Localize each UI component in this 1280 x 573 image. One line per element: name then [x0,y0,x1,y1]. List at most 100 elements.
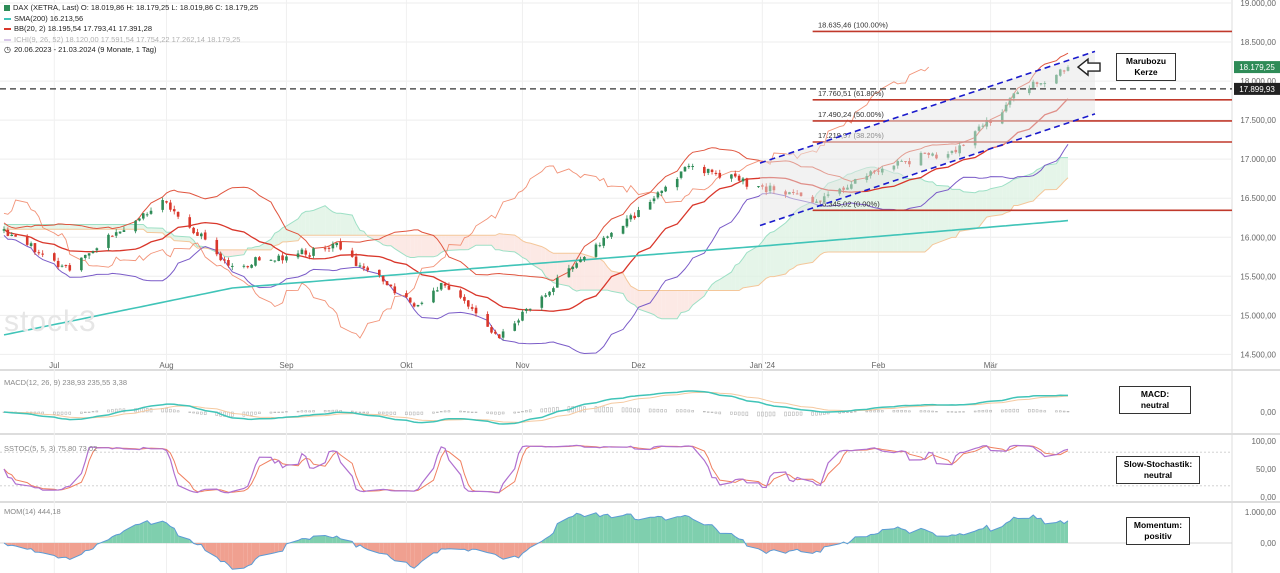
mom-segment [278,543,283,552]
cloud-segment [394,235,407,257]
cloud-segment [352,215,357,236]
channel-fill [760,51,1095,226]
macd-bar [1008,409,1012,413]
cloud-segment [65,224,70,230]
candle-body [463,296,466,301]
mom-segment [599,514,604,543]
cloud-segment [313,205,326,236]
mom-segment [313,535,326,543]
candle-body [416,304,420,307]
cloud-segment [147,227,152,233]
macd-bar [811,411,814,416]
fib-label: 17.760,51 (61.80%) [818,89,884,98]
mom-segment [151,521,163,543]
candle-body [412,303,416,307]
mom-segment [607,514,612,543]
macd-bar [881,410,884,413]
channel-lower [759,113,1096,227]
cloud-segment [1060,157,1065,186]
x-tick-label: Jul [49,361,59,370]
candle-body [41,253,44,255]
mom-segment [174,528,179,543]
macd-bar [420,411,424,415]
candle-body [37,252,41,254]
cloud-segment [650,290,655,315]
macd-bar [815,411,818,416]
mom-segment [460,543,465,550]
mom-segment [545,536,550,543]
macd-bar [784,411,787,417]
mom-segment [31,543,35,553]
candle-body [273,260,277,262]
marubozu-line2: Kerze [1134,67,1158,77]
mom-segment [472,543,477,550]
macd-bar [273,411,277,413]
candle-body [327,247,331,249]
mom-segment [468,543,473,552]
bb-middle [3,98,1069,312]
stoch-box: Slow-Stochastik: neutral [1116,456,1200,484]
cloud-segment [178,236,190,242]
y-tick-label: 19.000,00 [1240,0,1276,8]
candle-body [443,283,447,286]
candle-body [625,218,629,227]
candle-body [637,210,640,218]
macd-bar [900,409,903,413]
macd-bar [764,411,768,417]
macd-bar [637,408,640,413]
candle-body [490,327,493,333]
cloud-segment [472,235,477,248]
cloud-segment [1064,157,1068,182]
candle-body [393,286,397,294]
candle-body [25,236,29,245]
mom-segment [15,543,28,550]
mom-segment [692,519,705,543]
candle-body [606,236,609,238]
candle-body [362,266,366,269]
candle-body [660,190,664,193]
candle-body [91,251,95,253]
cloud-segment [623,273,627,301]
mom-segment [170,526,175,543]
candle-body [525,308,528,311]
cloud-segment [58,224,63,230]
cloud-segment [1002,184,1007,215]
macd-bar [687,409,691,413]
cloud-segment [634,288,639,310]
macd-bar [621,407,625,413]
cloud-segment [189,236,194,245]
macd-bar [416,411,420,416]
cloud-segment [568,253,573,290]
macd-bar [869,410,872,413]
mom-segment [437,543,442,553]
mom-segment [1017,518,1030,543]
macd-bar [664,409,667,413]
mom-segment [445,543,449,550]
x-tick-label: Jan '24 [750,361,776,370]
candle-body [664,186,667,192]
cloud-segment [390,235,395,249]
mom-segment [638,517,651,543]
cloud-segment [963,191,976,231]
cloud-segment [495,233,500,250]
mom-segment [893,526,898,543]
cloud-segment [654,290,658,318]
candle-body [381,275,385,282]
candle-body [459,290,462,298]
macd-signal-line [3,391,1069,423]
macd-bar [1031,409,1035,413]
candle-body [138,218,141,221]
cloud-segment [742,252,747,288]
mom-segment [270,543,275,554]
mom-segment [329,536,333,543]
mom-segment [746,543,759,549]
mom-area [4,512,1068,570]
stoch-box-line1: Slow-Stochastik: [1123,459,1193,469]
macd-bar [799,411,803,416]
candle-body [312,248,315,256]
mom-segment [576,513,581,543]
last-price-tag [1234,61,1280,74]
macd-bar [203,411,207,415]
cloud-segment [986,188,991,218]
